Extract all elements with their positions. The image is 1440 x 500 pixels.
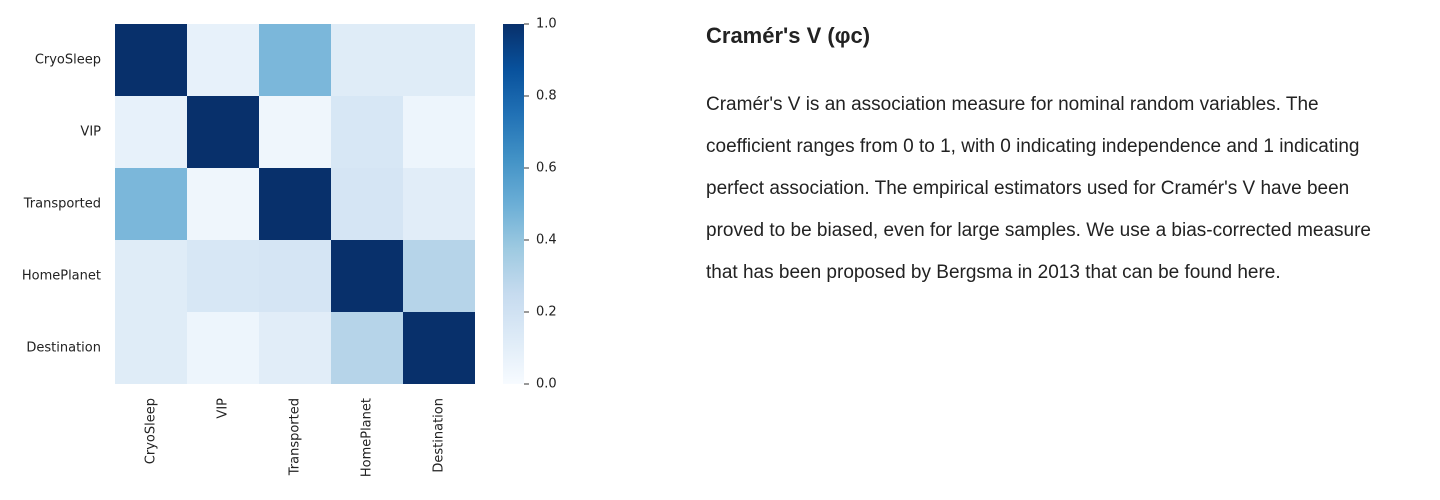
heatmap-cell-2-4 — [403, 168, 475, 240]
colorbar: 0.0 0.2 0.4 0.6 0.8 1.0 — [503, 17, 557, 392]
colorbar-gradient — [503, 24, 524, 384]
y-tick-label: HomePlanet — [22, 269, 101, 284]
heatmap-cells — [115, 24, 475, 384]
heatmap-cell-2-3 — [331, 168, 403, 240]
heatmap-cell-1-1 — [187, 96, 259, 168]
y-tick-label: Destination — [26, 341, 101, 356]
colorbar-tick-label: 0.0 — [536, 377, 557, 392]
heatmap-cell-0-3 — [331, 24, 403, 96]
info-title: Cramér's V (φc) — [706, 23, 871, 48]
info-panel: Cramér's V (φc) Cramér's V is an associa… — [706, 20, 1406, 294]
heatmap-cell-4-2 — [259, 312, 331, 384]
colorbar-ticks: 0.0 0.2 0.4 0.6 0.8 1.0 — [524, 17, 557, 392]
heatmap-cell-2-1 — [187, 168, 259, 240]
x-tick-label: HomePlanet — [360, 398, 375, 477]
heatmap-cell-0-2 — [259, 24, 331, 96]
heatmap-cell-3-0 — [115, 240, 187, 312]
x-axis-tick-labels: CryoSleep VIP Transported HomePlanet Destina… — [144, 398, 447, 477]
heatmap-cell-4-3 — [331, 312, 403, 384]
heatmap-cell-0-0 — [115, 24, 187, 96]
y-tick-label: VIP — [80, 125, 101, 140]
heatmap-cell-0-1 — [187, 24, 259, 96]
y-axis-tick-labels: CryoSleep VIP Transported HomePlanet Destina… — [22, 53, 101, 356]
y-tick-label: Transported — [23, 197, 101, 212]
heatmap-cell-1-4 — [403, 96, 475, 168]
heatmap-cell-1-3 — [331, 96, 403, 168]
heatmap-cell-3-3 — [331, 240, 403, 312]
heatmap-cell-4-1 — [187, 312, 259, 384]
y-tick-label: CryoSleep — [35, 53, 101, 68]
heatmap-cell-1-0 — [115, 96, 187, 168]
colorbar-tick-label: 0.2 — [536, 305, 557, 320]
heatmap-cell-3-1 — [187, 240, 259, 312]
heatmap-cell-2-0 — [115, 168, 187, 240]
heatmap-cell-4-0 — [115, 312, 187, 384]
heatmap-cell-1-2 — [259, 96, 331, 168]
x-tick-label: VIP — [216, 398, 231, 419]
x-tick-label: CryoSleep — [144, 398, 159, 464]
colorbar-tick-label: 0.8 — [536, 89, 557, 104]
heatmap-cell-3-4 — [403, 240, 475, 312]
info-description: Cramér's V is an association measure for… — [706, 94, 1371, 283]
heatmap-cell-3-2 — [259, 240, 331, 312]
heatmap-cell-4-4 — [403, 312, 475, 384]
colorbar-tick-label: 1.0 — [536, 17, 557, 32]
x-tick-label: Destination — [432, 398, 447, 473]
heatmap-cell-2-2 — [259, 168, 331, 240]
colorbar-tick-label: 0.4 — [536, 233, 557, 248]
x-tick-label: Transported — [288, 398, 303, 476]
colorbar-tick-label: 0.6 — [536, 161, 557, 176]
heatmap-cell-0-4 — [403, 24, 475, 96]
correlation-heatmap: CryoSleep VIP Transported HomePlanet Destina… — [22, 17, 557, 478]
